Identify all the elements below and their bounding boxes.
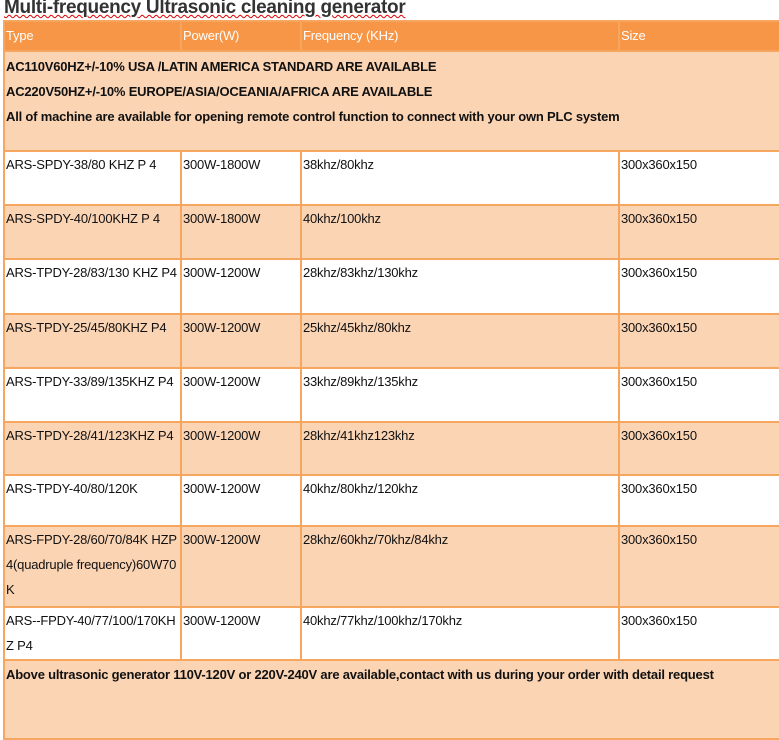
cell-power: 300W-1800W [182,152,300,204]
header-power: Power(W) [182,22,300,50]
notice-line: AC220V50HZ+/-10% EUROPE/ASIA/OCEANIA/AFR… [6,84,433,99]
cell-freq: 28khz/41khz123khz [302,423,618,474]
cell-type: ARS-FPDY-28/60/70/84K HZP4(quadruple fre… [5,527,180,606]
cell-size: 300x360x150 [620,260,779,313]
notice-row: AC110V60HZ+/-10% USA /LATIN AMERICA STAN… [5,52,779,150]
cell-power: 300W-1200W [182,527,300,606]
cell-size: 300x360x150 [620,527,779,606]
spec-table: Type Power(W) Frequency (KHz) Size AC110… [3,20,779,740]
notice-line: AC110V60HZ+/-10% USA /LATIN AMERICA STAN… [6,59,437,74]
cell-freq: 28khz/83khz/130khz [302,260,618,313]
cell-type: ARS-TPDY-33/89/135KHZ P4 [5,369,180,421]
cell-power: 300W-1200W [182,608,300,659]
cell-type: ARS-TPDY-25/45/80KHZ P4 [5,315,180,367]
cell-freq: 33khz/89khz/135khz [302,369,618,421]
cell-power: 300W-1200W [182,476,300,525]
table-row: ARS-SPDY-40/100KHZ P 4 300W-1800W 40khz/10… [5,206,779,258]
cell-type: ARS-TPDY-28/41/123KHZ P4 [5,423,180,474]
table-row: ARS-TPDY-25/45/80KHZ P4 300W-1200W 25khz/4… [5,315,779,367]
cell-size: 300x360x150 [620,608,779,659]
table-row: ARS-TPDY-40/80/120K 300W-1200W 40khz/80khz… [5,476,779,525]
cell-freq: 40khz/100khz [302,206,618,258]
cell-size: 300x360x150 [620,315,779,367]
cell-size: 300x360x150 [620,423,779,474]
cell-size: 300x360x150 [620,369,779,421]
table-header: Type Power(W) Frequency (KHz) Size [5,22,779,50]
cell-freq: 25khz/45khz/80khz [302,315,618,367]
cell-power: 300W-1800W [182,206,300,258]
header-type: Type [5,22,180,50]
cell-size: 300x360x150 [620,206,779,258]
cell-type: ARS-SPDY-40/100KHZ P 4 [5,206,180,258]
cell-size: 300x360x150 [620,152,779,204]
table-row: ARS-TPDY-33/89/135KHZ P4 300W-1200W 33khz/… [5,369,779,421]
table-row: ARS-FPDY-28/60/70/84K HZP4(quadruple fre… [5,527,779,606]
cell-power: 300W-1200W [182,423,300,474]
cell-type: ARS-SPDY-38/80 KHZ P 4 [5,152,180,204]
notice-line: All of machine are available for opening… [6,109,620,124]
cell-power: 300W-1200W [182,315,300,367]
table-row: ARS--FPDY-40/77/100/170KHZ P4 300W-1200W 4… [5,608,779,659]
cell-power: 300W-1200W [182,369,300,421]
header-frequency: Frequency (KHz) [302,22,618,50]
table-row: ARS-TPDY-28/83/130 KHZ P4 300W-1200W 28khz… [5,260,779,313]
table-row: ARS-SPDY-38/80 KHZ P 4 300W-1800W 38khz/80… [5,152,779,204]
header-size: Size [620,22,779,50]
cell-freq: 28khz/60khz/70khz/84khz [302,527,618,606]
cell-size: 300x360x150 [620,476,779,525]
footer-row: Above ultrasonic generator 110V-120V or … [5,661,779,738]
cell-power: 300W-1200W [182,260,300,313]
cell-freq: 38khz/80khz [302,152,618,204]
cell-type: ARS-TPDY-28/83/130 KHZ P4 [5,260,180,313]
cell-type: ARS-TPDY-40/80/120K [5,476,180,525]
footer-note: Above ultrasonic generator 110V-120V or … [5,661,779,738]
page-title: Multi-frequency Ultrasonic cleaning gene… [4,0,406,18]
cell-type: ARS--FPDY-40/77/100/170KHZ P4 [5,608,180,659]
cell-freq: 40khz/77khz/100khz/170khz [302,608,618,659]
cell-freq: 40khz/80khz/120khz [302,476,618,525]
table-row: ARS-TPDY-28/41/123KHZ P4 300W-1200W 28khz/… [5,423,779,474]
